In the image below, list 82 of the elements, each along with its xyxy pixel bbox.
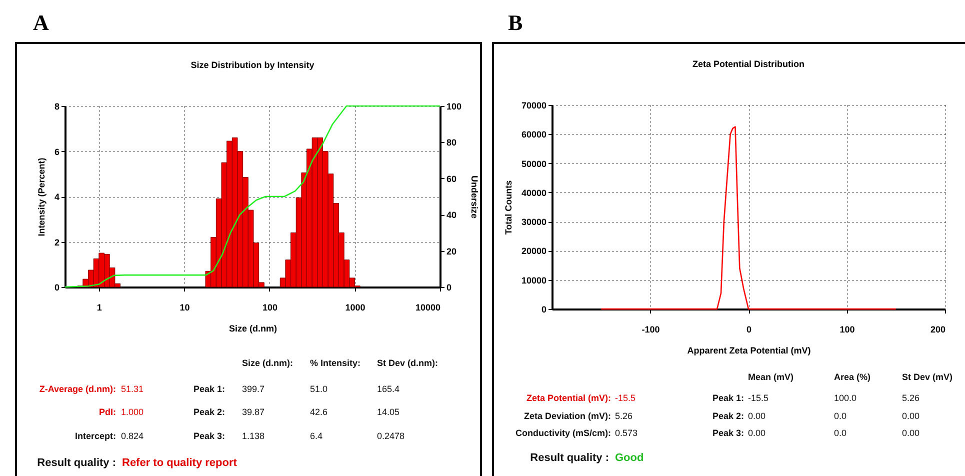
x-tick-label: 10 [180, 302, 190, 312]
x-tick-label: 100 [840, 324, 855, 334]
text: Peak 2: [193, 407, 225, 417]
text: 0.0 [834, 428, 847, 438]
x-axis-title: Size (d.nm) [228, 324, 278, 334]
x-axis-title: Apparent Zeta Potential (mV) [687, 346, 811, 356]
text: Peak 2: [712, 411, 744, 421]
text: St Dev (d.nm): [377, 358, 438, 368]
y2-tick-label: 40 [446, 210, 457, 220]
text: Intercept: [74, 431, 116, 441]
text: Refer to quality report [122, 457, 237, 469]
text: A [33, 10, 49, 36]
y-tick-label: 6 [54, 146, 60, 157]
y-tick-label: 2 [54, 237, 60, 248]
text: -15.5 [615, 393, 636, 403]
text: 42.6 [310, 407, 328, 417]
y-tick-label: 10000 [521, 275, 546, 286]
text: 0.00 [902, 428, 920, 438]
y-tick-label: 50000 [521, 158, 546, 169]
y-tick-label: 4 [54, 192, 60, 202]
text: Zeta Deviation (mV): [524, 411, 611, 421]
y-tick-label: 70000 [521, 100, 546, 110]
y-tick-label: 8 [54, 102, 60, 112]
x-tick-label: 0 [746, 324, 752, 334]
y-tick-label: 0 [54, 282, 60, 292]
text: Peak 1: [193, 384, 225, 394]
text: Zeta Potential (mV): [526, 393, 611, 403]
text: 1.138 [242, 431, 265, 441]
x-tick-label: 200 [930, 324, 946, 334]
text: 0.00 [902, 411, 920, 421]
y2-tick-label: 100 [446, 102, 462, 112]
text: Result quality : [37, 457, 116, 469]
y-tick-label: 20000 [521, 246, 546, 256]
text: 0.824 [121, 431, 144, 441]
text: Good [615, 452, 644, 464]
text: Area (%) [834, 372, 871, 382]
y2-tick-label: 20 [446, 246, 457, 256]
chart-title: Zeta Potential Distribution [692, 59, 805, 69]
chart-title: Size Distribution by Intensity [190, 60, 314, 70]
text: St Dev (mV) [902, 372, 953, 382]
text: 5.26 [902, 393, 920, 403]
text: 0.00 [748, 411, 766, 421]
text: 0.0 [834, 411, 847, 421]
text: 5.26 [615, 411, 633, 421]
text: 165.4 [377, 384, 400, 394]
y2-tick-label: 80 [446, 138, 457, 148]
x-tick-label: 10000 [415, 302, 440, 312]
text: % Intensity: [310, 358, 361, 368]
y2-tick-label: 0 [446, 282, 452, 292]
text: 39.87 [242, 407, 265, 417]
text: Mean (mV) [748, 372, 794, 382]
text: Result quality : [530, 452, 609, 464]
y2-axis-title: Undersize [470, 175, 480, 219]
y2-tick-label: 60 [446, 174, 457, 184]
text: 100.0 [834, 393, 857, 403]
text: Peak 3: [193, 431, 225, 441]
x-tick-label: 100 [262, 302, 278, 312]
text: Peak 3: [712, 428, 744, 438]
y-tick-label: 30000 [521, 217, 546, 228]
text: 1.000 [121, 407, 144, 417]
text: Conductivity (mS/cm): [515, 428, 611, 438]
text: 51.0 [310, 384, 328, 394]
y-tick-label: 60000 [521, 130, 546, 140]
x-tick-label: 1 [96, 302, 102, 312]
y-axis-title: Intensity (Percent) [36, 158, 46, 236]
text: 6.4 [310, 431, 323, 441]
x-tick-label: -100 [642, 324, 660, 334]
y-tick-label: 40000 [521, 188, 546, 198]
text: 399.7 [242, 384, 265, 394]
text: 0.2478 [377, 431, 405, 441]
text: 0.573 [615, 428, 638, 438]
text: Peak 1: [712, 393, 744, 403]
text: 14.05 [377, 407, 400, 417]
text: -15.5 [748, 393, 769, 403]
y-axis-title: Total Counts [503, 180, 514, 235]
text: 51.31 [121, 384, 144, 394]
text: Size (d.nm): [242, 358, 293, 368]
text: Z-Average (d.nm): [39, 384, 116, 394]
x-tick-label: 1000 [345, 302, 366, 312]
text: B [508, 10, 523, 36]
text: PdI: [99, 407, 116, 417]
text: 0.00 [748, 428, 766, 438]
